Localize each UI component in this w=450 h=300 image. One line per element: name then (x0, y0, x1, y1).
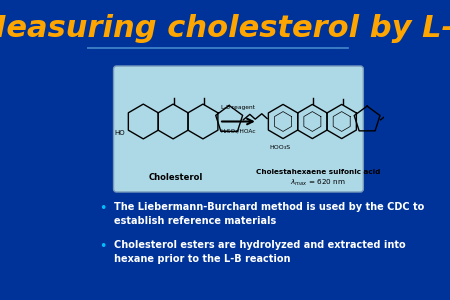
Text: $\lambda_{max}$ = 620 nm: $\lambda_{max}$ = 620 nm (290, 177, 346, 188)
Text: Cholestahexaene sulfonic acid: Cholestahexaene sulfonic acid (256, 169, 381, 175)
Text: •: • (99, 202, 107, 215)
Text: HOO₃S: HOO₃S (269, 145, 290, 150)
Text: The Liebermann-Burchard method is used by the CDC to: The Liebermann-Burchard method is used b… (114, 202, 425, 212)
Text: L-B reagent: L-B reagent (221, 105, 255, 110)
Text: HO: HO (115, 130, 125, 136)
Text: hexane prior to the L-B reaction: hexane prior to the L-B reaction (114, 254, 291, 265)
Text: establish reference materials: establish reference materials (114, 216, 277, 226)
Text: Cholesterol: Cholesterol (149, 172, 203, 182)
Text: •: • (99, 240, 107, 253)
Text: Measuring cholesterol by L-B: Measuring cholesterol by L-B (0, 14, 450, 43)
Text: Cholesterol esters are hydrolyzed and extracted into: Cholesterol esters are hydrolyzed and ex… (114, 240, 406, 250)
FancyBboxPatch shape (113, 66, 363, 192)
Text: H₂SO₄/HOAc: H₂SO₄/HOAc (220, 128, 256, 134)
